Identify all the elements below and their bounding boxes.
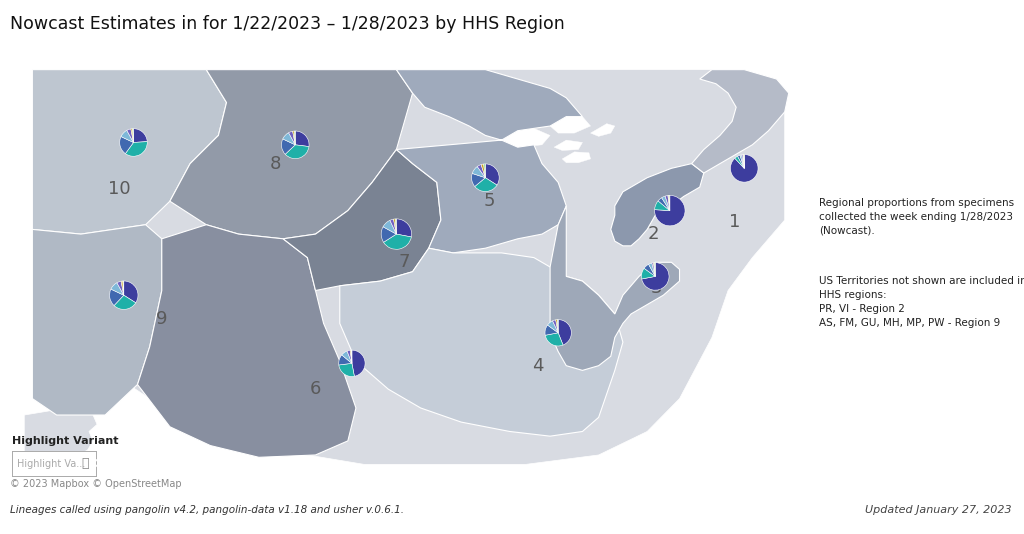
Wedge shape [124, 281, 138, 303]
Polygon shape [33, 225, 162, 415]
Wedge shape [737, 155, 744, 168]
Wedge shape [295, 131, 309, 146]
Polygon shape [396, 69, 583, 253]
Wedge shape [383, 221, 396, 234]
Text: 3: 3 [651, 279, 663, 297]
Text: 10: 10 [109, 180, 131, 199]
Wedge shape [644, 264, 655, 277]
Wedge shape [553, 320, 558, 333]
Polygon shape [502, 128, 550, 147]
Wedge shape [381, 227, 396, 242]
Wedge shape [654, 195, 685, 226]
Wedge shape [111, 282, 124, 295]
Polygon shape [25, 403, 97, 474]
Wedge shape [350, 350, 352, 363]
Wedge shape [125, 142, 147, 156]
Text: 1: 1 [729, 214, 740, 231]
Wedge shape [475, 178, 497, 192]
Wedge shape [339, 355, 352, 365]
Wedge shape [282, 139, 295, 154]
Polygon shape [610, 163, 703, 246]
Text: Download Data: Download Data [91, 459, 180, 468]
Text: ⌕: ⌕ [82, 457, 89, 470]
Wedge shape [120, 137, 133, 154]
Wedge shape [658, 198, 670, 210]
Polygon shape [591, 124, 614, 136]
Wedge shape [110, 289, 124, 305]
Wedge shape [289, 131, 295, 145]
Wedge shape [641, 268, 655, 279]
Text: 4: 4 [532, 357, 544, 375]
Wedge shape [485, 164, 499, 185]
Wedge shape [472, 174, 485, 186]
Wedge shape [339, 363, 354, 376]
Wedge shape [545, 333, 563, 346]
Wedge shape [648, 263, 655, 277]
Text: Updated January 27, 2023: Updated January 27, 2023 [865, 505, 1012, 515]
Text: Regional proportions from specimens
collected the week ending 1/28/2023
(Nowcast: Regional proportions from specimens coll… [819, 198, 1015, 235]
Wedge shape [396, 219, 412, 237]
Wedge shape [654, 201, 670, 210]
Wedge shape [740, 155, 744, 168]
Wedge shape [481, 164, 485, 178]
Text: Lineages called using pangolin v4.2, pangolin-data v1.18 and usher v.0.6.1.: Lineages called using pangolin v4.2, pan… [10, 505, 404, 515]
Wedge shape [662, 196, 670, 210]
Text: 6: 6 [310, 380, 322, 398]
Wedge shape [730, 154, 758, 182]
Polygon shape [562, 152, 591, 163]
Wedge shape [121, 130, 133, 143]
Text: 2: 2 [648, 225, 659, 243]
Wedge shape [483, 164, 485, 178]
Polygon shape [283, 150, 441, 290]
Wedge shape [741, 154, 744, 168]
Wedge shape [114, 295, 136, 309]
Wedge shape [127, 129, 133, 143]
Text: 8: 8 [269, 155, 281, 172]
Wedge shape [556, 320, 558, 333]
Polygon shape [340, 248, 623, 436]
Polygon shape [33, 69, 226, 234]
Wedge shape [666, 195, 670, 210]
Wedge shape [735, 156, 744, 168]
Polygon shape [33, 69, 784, 465]
Text: 7: 7 [398, 253, 411, 271]
Polygon shape [550, 206, 680, 371]
Wedge shape [393, 219, 396, 234]
Text: © 2023 Mapbox © OpenStreetMap: © 2023 Mapbox © OpenStreetMap [10, 478, 182, 489]
Wedge shape [133, 129, 147, 143]
Polygon shape [550, 116, 591, 133]
Wedge shape [286, 145, 309, 159]
Polygon shape [554, 140, 583, 151]
Wedge shape [352, 350, 366, 376]
Wedge shape [548, 321, 558, 333]
Wedge shape [545, 325, 558, 335]
Wedge shape [668, 195, 670, 210]
Wedge shape [342, 351, 352, 363]
Wedge shape [642, 263, 669, 290]
Polygon shape [691, 69, 788, 173]
Wedge shape [472, 167, 485, 178]
Wedge shape [743, 154, 744, 168]
Text: 5: 5 [483, 192, 496, 210]
Wedge shape [390, 219, 396, 234]
Wedge shape [477, 164, 485, 178]
Text: Nowcast Estimates in for 1/22/2023 – 1/28/2023 by HHS Region: Nowcast Estimates in for 1/22/2023 – 1/2… [10, 15, 565, 33]
Wedge shape [652, 263, 655, 277]
Wedge shape [653, 263, 655, 277]
Wedge shape [131, 129, 133, 143]
Wedge shape [384, 234, 412, 249]
Wedge shape [293, 131, 295, 145]
Text: Highlight Va...: Highlight Va... [17, 459, 86, 468]
Wedge shape [117, 281, 124, 295]
Wedge shape [558, 319, 571, 345]
Text: Highlight Variant: Highlight Variant [12, 436, 119, 446]
Wedge shape [347, 350, 352, 363]
Polygon shape [170, 69, 413, 239]
Wedge shape [121, 281, 124, 295]
Text: US Territories not shown are included in
HHS regions:
PR, VI - Region 2
AS, FM, : US Territories not shown are included in… [819, 276, 1024, 328]
Polygon shape [137, 225, 356, 457]
Text: 9: 9 [156, 310, 168, 328]
Wedge shape [283, 133, 295, 145]
